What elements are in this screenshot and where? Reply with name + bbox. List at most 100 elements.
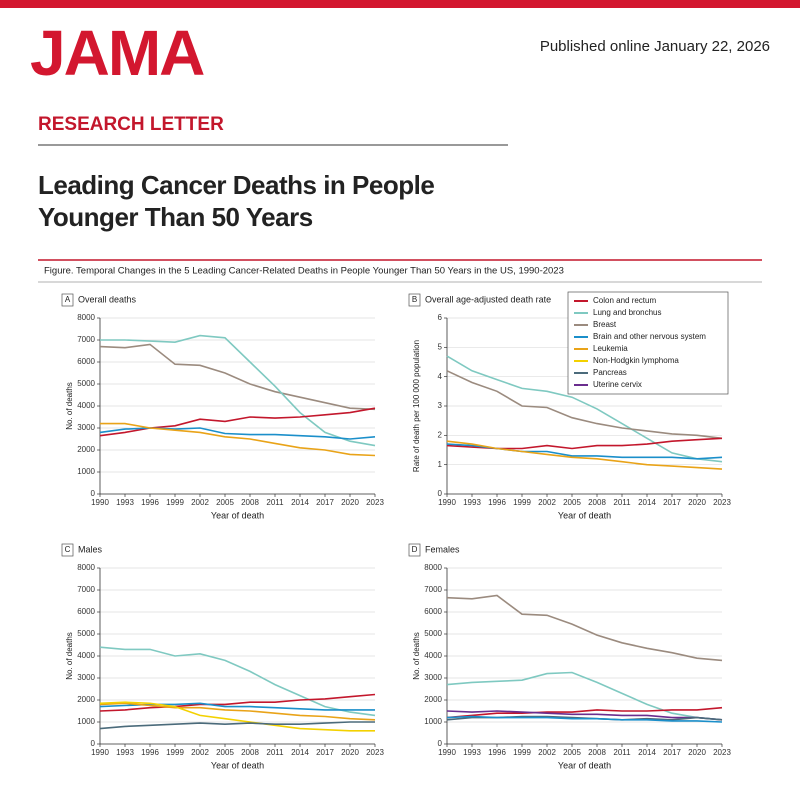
panel-letter: B <box>412 295 417 304</box>
y-tick-label: 3000 <box>424 673 442 682</box>
panel-title: Overall age-adjusted death rate <box>425 294 551 304</box>
y-tick-label: 6000 <box>424 607 442 616</box>
y-tick-label: 1000 <box>424 717 442 726</box>
legend-label: Brain and other nervous system <box>593 332 706 341</box>
x-tick-label: 2020 <box>341 748 359 757</box>
x-tick-label: 2023 <box>366 748 384 757</box>
y-axis-label: No. of deaths <box>412 632 421 680</box>
panel-badge <box>61 543 74 557</box>
x-tick-label: 2014 <box>291 498 309 507</box>
x-tick-label: 1996 <box>141 498 159 507</box>
x-tick-label: 2011 <box>613 498 631 507</box>
x-axis-label: Year of death <box>558 510 611 520</box>
x-tick-label: 2011 <box>613 748 631 757</box>
y-tick-label: 6 <box>438 313 443 322</box>
x-tick-label: 2014 <box>638 498 656 507</box>
y-tick-label: 2000 <box>77 445 95 454</box>
y-tick-label: 5000 <box>77 379 95 388</box>
x-tick-label: 2008 <box>241 748 259 757</box>
x-tick-label: 2008 <box>588 498 606 507</box>
x-tick-label: 2023 <box>366 498 384 507</box>
y-tick-label: 2 <box>438 430 443 439</box>
y-tick-label: 6000 <box>77 357 95 366</box>
y-tick-label: 0 <box>91 489 96 498</box>
series-line <box>100 334 376 447</box>
y-tick-label: 3000 <box>77 673 95 682</box>
x-tick-label: 2008 <box>588 748 606 757</box>
x-tick-label: 2017 <box>316 748 334 757</box>
y-tick-label: 1 <box>438 460 443 469</box>
series-line <box>99 407 376 437</box>
y-tick-label: 8000 <box>424 563 442 572</box>
x-tick-label: 2020 <box>688 748 706 757</box>
section-label: RESEARCH LETTER <box>38 114 224 135</box>
y-tick-label: 3 <box>438 401 443 410</box>
x-tick-label: 2011 <box>266 748 284 757</box>
series-line <box>99 702 376 721</box>
x-tick-label: 1999 <box>166 748 184 757</box>
panel-badge <box>408 293 421 307</box>
y-axis-label: No. of deaths <box>65 632 74 680</box>
series-line <box>446 671 723 721</box>
title-line: Younger Than 50 Years <box>38 202 313 232</box>
y-tick-label: 1000 <box>77 717 95 726</box>
x-tick-label: 2020 <box>341 498 359 507</box>
panel-badge <box>408 543 421 557</box>
x-axis-label: Year of death <box>211 760 264 770</box>
legend-label: Leukemia <box>593 344 628 353</box>
x-axis-label: Year of death <box>558 760 611 770</box>
x-tick-label: 2017 <box>663 748 681 757</box>
x-tick-label: 2014 <box>291 748 309 757</box>
top-bar <box>0 0 800 8</box>
published-date: Published online January 22, 2026 <box>540 38 770 55</box>
series-line <box>446 594 723 662</box>
x-tick-label: 2005 <box>563 498 581 507</box>
legend-label: Breast <box>593 320 617 329</box>
legend-label: Colon and rectum <box>593 296 656 305</box>
x-tick-label: 2002 <box>538 748 556 757</box>
x-tick-label: 1990 <box>438 748 456 757</box>
x-tick-label: 1993 <box>463 498 481 507</box>
series-line <box>446 710 723 721</box>
y-tick-label: 4000 <box>77 401 95 410</box>
series-line <box>446 370 723 440</box>
x-tick-label: 2005 <box>563 748 581 757</box>
y-tick-label: 8000 <box>77 563 95 572</box>
series-line <box>446 440 723 470</box>
x-tick-label: 2005 <box>216 498 234 507</box>
series-line <box>100 422 376 457</box>
series-line <box>99 701 375 732</box>
y-tick-label: 5 <box>438 342 443 351</box>
x-tick-label: 1993 <box>463 748 481 757</box>
y-axis-label: Rate of death per 100 000 population <box>412 340 421 472</box>
x-tick-label: 2017 <box>316 498 334 507</box>
y-tick-label: 3000 <box>77 423 95 432</box>
x-tick-label: 1999 <box>166 498 184 507</box>
y-tick-label: 4000 <box>77 651 95 660</box>
figure-caption: Figure. Temporal Changes in the 5 Leadin… <box>44 266 564 277</box>
legend-box <box>567 291 729 395</box>
y-tick-label: 0 <box>91 739 96 748</box>
y-tick-label: 7000 <box>77 335 95 344</box>
title-line: Leading Cancer Deaths in People <box>38 170 434 200</box>
y-tick-label: 7000 <box>77 585 95 594</box>
y-tick-label: 8000 <box>77 313 95 322</box>
series-line <box>446 715 723 723</box>
x-tick-label: 1996 <box>488 498 506 507</box>
panel-title: Females <box>425 544 460 554</box>
x-tick-label: 2014 <box>638 748 656 757</box>
x-tick-label: 2023 <box>713 748 731 757</box>
x-tick-label: 1996 <box>141 748 159 757</box>
y-tick-label: 5000 <box>77 629 95 638</box>
y-tick-label: 6000 <box>77 607 95 616</box>
y-tick-label: 5000 <box>424 629 442 638</box>
series-line <box>99 343 376 411</box>
x-tick-label: 2023 <box>713 498 731 507</box>
y-axis-label: No. of deaths <box>65 382 74 430</box>
series-line <box>99 646 376 717</box>
y-tick-label: 7000 <box>424 585 442 594</box>
y-tick-label: 2000 <box>77 695 95 704</box>
legend-label: Lung and bronchus <box>593 308 662 317</box>
panel-letter: C <box>65 545 71 554</box>
